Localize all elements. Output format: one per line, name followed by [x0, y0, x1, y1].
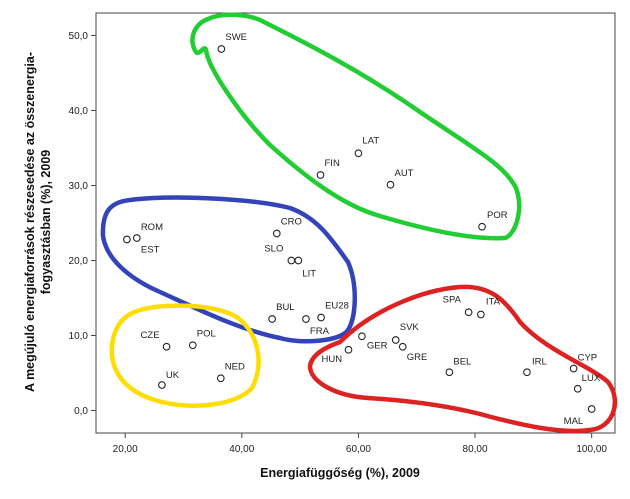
- outline-blue-cluster: [100, 195, 357, 344]
- data-point-ita: [477, 310, 485, 319]
- point-label-cyp: CYP: [578, 353, 598, 364]
- data-point-ned: [216, 374, 225, 383]
- data-point-gre: [398, 342, 407, 351]
- x-tick-label: 80,00: [463, 444, 488, 455]
- point-label-lit: LIT: [302, 269, 316, 280]
- data-point-swe: [217, 45, 226, 53]
- data-point-lux: [573, 384, 582, 393]
- point-label-fra: FRA: [310, 326, 330, 337]
- point-label-ned: NED: [225, 361, 245, 372]
- data-point-fin: [316, 171, 325, 179]
- point-label-cro: CRO: [281, 217, 302, 228]
- outline-yellow-cluster: [109, 303, 261, 408]
- plot-area-frame: [95, 12, 616, 434]
- data-point-svk: [391, 336, 400, 344]
- data-point-bel: [445, 368, 454, 377]
- point-label-svk: SVK: [400, 322, 420, 333]
- point-label-slo: SLO: [264, 244, 283, 255]
- outline-green-cluster: [190, 12, 522, 241]
- y-tick-label: 40,0: [69, 106, 89, 117]
- y-tick-label: 20,0: [69, 256, 89, 267]
- data-point-irl: [523, 368, 531, 377]
- data-point-lat: [354, 149, 363, 158]
- data-point-spa: [464, 308, 473, 317]
- data-point-mal: [587, 405, 596, 413]
- y-axis-title-line-1: A megújuló energiaforrások részesedése a…: [23, 52, 37, 392]
- data-point-cyp: [569, 364, 578, 373]
- point-label-bul: BUL: [276, 302, 294, 313]
- point-label-spa: SPA: [443, 294, 462, 305]
- x-tick-label: 60,00: [346, 444, 371, 455]
- y-tick-label: 50,0: [69, 31, 89, 42]
- point-label-mal: MAL: [564, 416, 584, 427]
- point-label-hun: HUN: [322, 354, 343, 365]
- data-point-hun: [344, 345, 353, 354]
- data-point-eu28: [317, 313, 325, 322]
- point-label-lat: LAT: [362, 135, 379, 146]
- data-point-cro: [272, 229, 281, 238]
- data-point-slo: [287, 256, 296, 265]
- x-tick-label: 100,00: [576, 444, 607, 455]
- data-point-rom: [132, 234, 141, 242]
- data-point-por: [478, 222, 486, 231]
- point-label-ita: ITA: [486, 297, 501, 308]
- data-point-ger: [358, 332, 366, 341]
- point-label-est: EST: [141, 245, 160, 256]
- point-label-irl: IRL: [532, 356, 547, 367]
- outline-red-cluster: [307, 284, 618, 434]
- point-label-ger: GER: [367, 340, 388, 351]
- y-tick-label: 10,0: [69, 331, 89, 342]
- data-point-cze: [162, 342, 171, 351]
- point-label-uk: UK: [166, 370, 180, 381]
- x-tick-label: 20,00: [113, 444, 138, 455]
- point-label-pol: POL: [197, 328, 216, 339]
- point-label-fin: FIN: [325, 158, 340, 169]
- y-tick-label: 30,0: [69, 181, 89, 192]
- point-label-aut: AUT: [394, 168, 413, 179]
- y-axis-title-line-2: fogyasztásban (%), 2009: [39, 150, 53, 295]
- data-point-lit: [294, 256, 303, 265]
- data-point-pol: [188, 341, 197, 350]
- point-label-swe: SWE: [225, 32, 247, 43]
- point-label-eu28: EU28: [325, 301, 349, 312]
- x-tick-label: 40,00: [229, 444, 254, 455]
- data-point-aut: [386, 180, 395, 189]
- point-label-rom: ROM: [141, 222, 163, 233]
- point-label-por: POR: [487, 210, 508, 221]
- point-label-cze: CZE: [141, 330, 160, 341]
- x-axis-title: Energiafüggőség (%), 2009: [260, 466, 420, 480]
- point-label-gre: GRE: [407, 352, 428, 363]
- data-point-uk: [158, 381, 166, 389]
- data-point-est: [123, 235, 131, 244]
- y-tick-label: 0,0: [74, 406, 88, 417]
- point-label-lux: LUX: [582, 373, 601, 384]
- data-point-fra: [302, 315, 310, 323]
- point-label-bel: BEL: [453, 356, 471, 367]
- data-point-bul: [268, 315, 276, 323]
